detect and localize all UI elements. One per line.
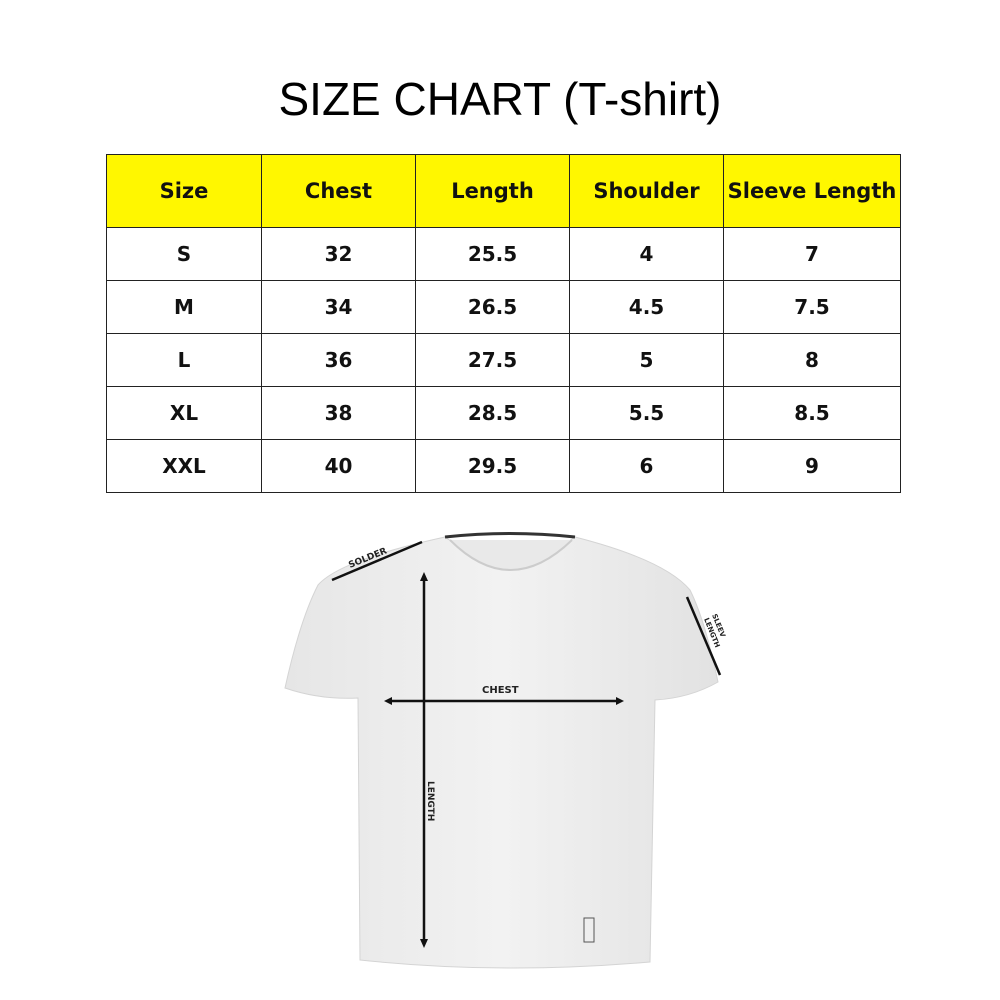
table-row: M 34 26.5 4.5 7.5 (106, 280, 901, 334)
length-label: LENGTH (425, 781, 435, 821)
page-title: SIZE CHART (T-shirt) (278, 73, 722, 125)
header-size: Size (106, 154, 262, 228)
table-cell: 27.5 (415, 333, 570, 387)
tshirt-body (284, 536, 719, 969)
header-sleeve-length: Sleeve Length (723, 154, 901, 228)
header-length: Length (415, 154, 570, 228)
shoulder-measure-line (331, 540, 423, 582)
table-cell: 34 (261, 280, 416, 334)
table-cell: 26.5 (415, 280, 570, 334)
table-cell: 7.5 (723, 280, 901, 334)
table-cell: 36 (261, 333, 416, 387)
table-row: XXL 40 29.5 6 9 (106, 439, 901, 493)
table-cell: S (106, 227, 262, 281)
header-chest: Chest (261, 154, 416, 228)
table-header-row: Size Chest Length Shoulder Sleeve Length (106, 154, 901, 228)
table-row: S 32 25.5 4 7 (106, 227, 901, 281)
table-row: L 36 27.5 5 8 (106, 333, 901, 387)
table-cell: 25.5 (415, 227, 570, 281)
table-cell: 6 (569, 439, 724, 493)
table-cell: M (106, 280, 262, 334)
sleeve-measure-line (685, 596, 722, 676)
table-cell: 5 (569, 333, 724, 387)
table-cell: XL (106, 386, 262, 440)
table-cell: 8 (723, 333, 901, 387)
table-cell: 29.5 (415, 439, 570, 493)
table-cell: 9 (723, 439, 901, 493)
table-cell: 7 (723, 227, 901, 281)
table-cell: XXL (106, 439, 262, 493)
table-cell: 40 (261, 439, 416, 493)
chest-label: CHEST (482, 685, 519, 696)
table-cell: 4 (569, 227, 724, 281)
tshirt-tag (583, 917, 595, 943)
size-table: Size Chest Length Shoulder Sleeve Length… (106, 154, 901, 493)
tshirt-collar (444, 532, 576, 539)
